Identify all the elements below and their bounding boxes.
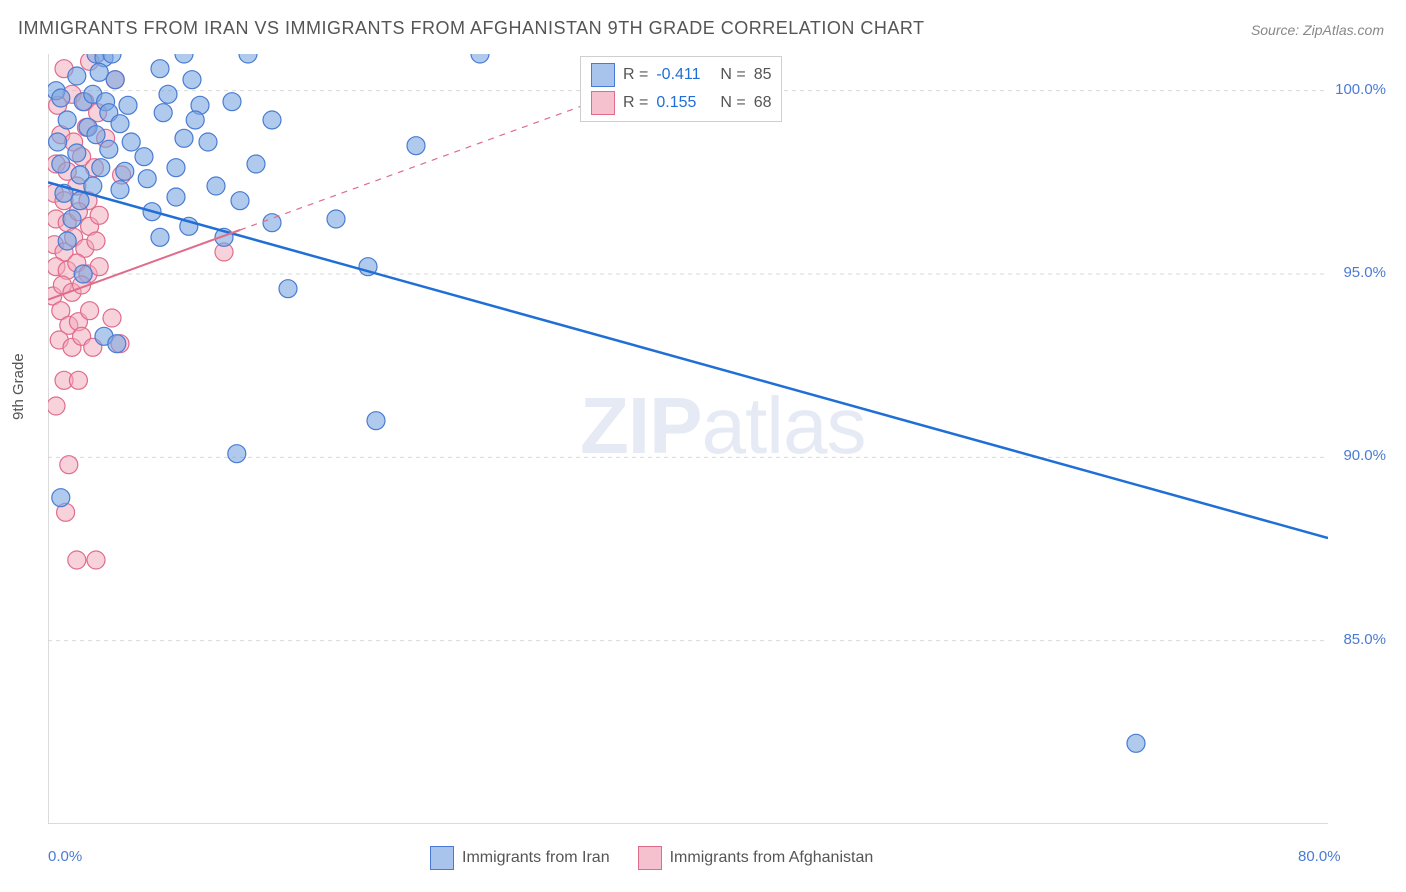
- r-label: R =: [623, 66, 648, 84]
- y-tick-label: 90.0%: [1343, 447, 1386, 464]
- r-value-iran: -0.411: [656, 66, 712, 84]
- n-value-afghanistan: 68: [754, 94, 772, 112]
- r-value-afghanistan: 0.155: [656, 94, 712, 112]
- legend-label-afghanistan: Immigrants from Afghanistan: [670, 849, 874, 867]
- y-tick-label: 100.0%: [1335, 81, 1386, 98]
- r-label: R =: [623, 94, 648, 112]
- y-axis-label: 9th Grade: [10, 353, 27, 420]
- source-attribution: Source: ZipAtlas.com: [1251, 22, 1384, 38]
- watermark-zip: ZIP: [580, 381, 701, 470]
- watermark: ZIPatlas: [580, 380, 865, 472]
- legend-row-afghanistan: R = 0.155 N = 68: [591, 89, 771, 117]
- chart-title: IMMIGRANTS FROM IRAN VS IMMIGRANTS FROM …: [18, 18, 925, 39]
- y-tick-label: 95.0%: [1343, 264, 1386, 281]
- x-tick-label: 80.0%: [1298, 848, 1341, 865]
- legend-swatch-afghanistan: [591, 91, 615, 115]
- legend-label-iran: Immigrants from Iran: [462, 849, 610, 867]
- legend-row-iran: R = -0.411 N = 85: [591, 61, 771, 89]
- legend-swatch-iran-bottom: [430, 846, 454, 870]
- series-legend: Immigrants from Iran Immigrants from Afg…: [430, 846, 873, 870]
- legend-item-afghanistan: Immigrants from Afghanistan: [638, 846, 874, 870]
- legend-swatch-afghanistan-bottom: [638, 846, 662, 870]
- y-tick-label: 85.0%: [1343, 631, 1386, 648]
- n-value-iran: 85: [754, 66, 772, 84]
- correlation-legend-box: R = -0.411 N = 85 R = 0.155 N = 68: [580, 56, 782, 122]
- legend-item-iran: Immigrants from Iran: [430, 846, 610, 870]
- n-label: N =: [720, 66, 745, 84]
- x-tick-label: 0.0%: [48, 848, 82, 865]
- watermark-atlas: atlas: [701, 381, 865, 470]
- n-label: N =: [720, 94, 745, 112]
- legend-swatch-iran: [591, 63, 615, 87]
